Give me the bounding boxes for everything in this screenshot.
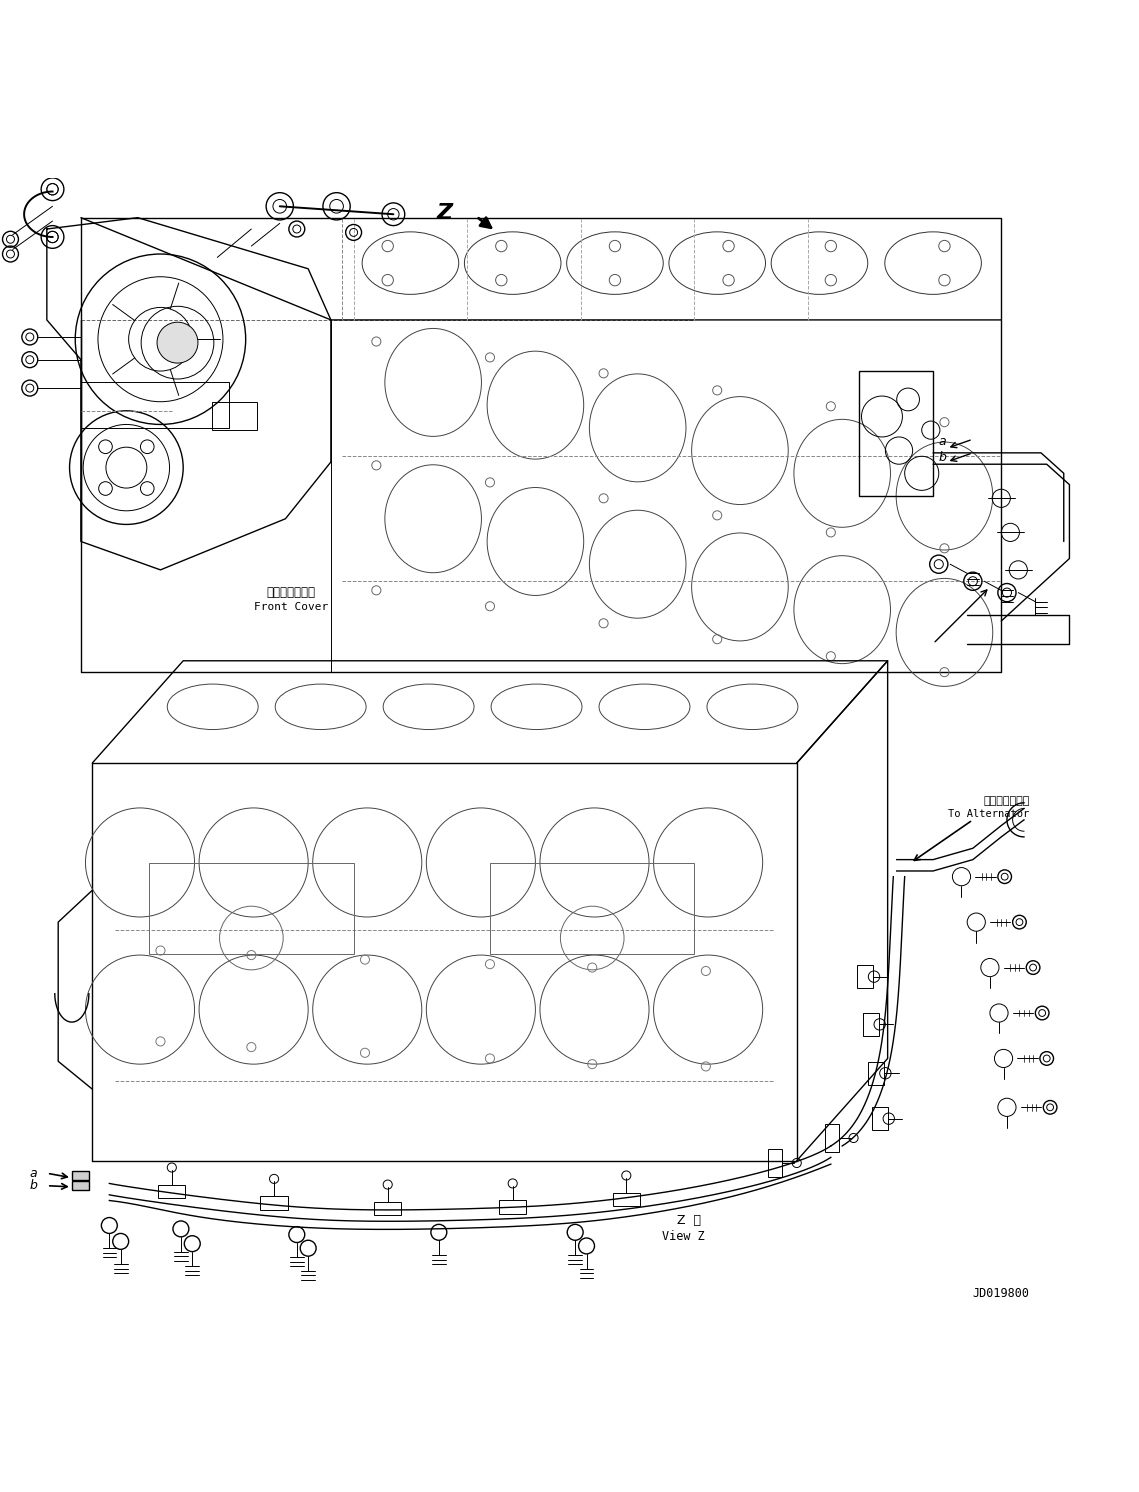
Text: Z  視: Z 視 — [677, 1214, 700, 1228]
Text: View Z: View Z — [662, 1231, 705, 1243]
Bar — [72, 1171, 89, 1180]
Bar — [374, 1201, 401, 1216]
Bar — [149, 862, 353, 953]
Text: To Alternator: To Alternator — [949, 809, 1030, 819]
Bar — [499, 1201, 526, 1214]
Bar — [490, 862, 695, 953]
Bar — [769, 1149, 782, 1177]
Circle shape — [157, 322, 198, 363]
Text: JD019800: JD019800 — [973, 1288, 1030, 1300]
Bar — [868, 1062, 884, 1085]
Bar — [857, 965, 872, 988]
Bar — [72, 1182, 89, 1191]
Text: フロントカバー: フロントカバー — [267, 586, 316, 600]
Text: a: a — [30, 1167, 36, 1180]
Bar — [261, 1197, 288, 1210]
Text: Front Cover: Front Cover — [254, 603, 328, 612]
Bar — [859, 372, 933, 495]
Bar — [862, 1013, 878, 1035]
Bar — [825, 1125, 838, 1152]
Bar — [212, 401, 257, 430]
Bar — [613, 1192, 640, 1206]
Text: Z: Z — [436, 203, 452, 224]
Text: オルタネータへ: オルタネータへ — [983, 795, 1030, 806]
Text: b: b — [30, 1179, 38, 1192]
Text: a: a — [939, 436, 947, 448]
Text: b: b — [939, 451, 947, 464]
Bar — [871, 1107, 887, 1129]
Bar — [158, 1185, 186, 1198]
